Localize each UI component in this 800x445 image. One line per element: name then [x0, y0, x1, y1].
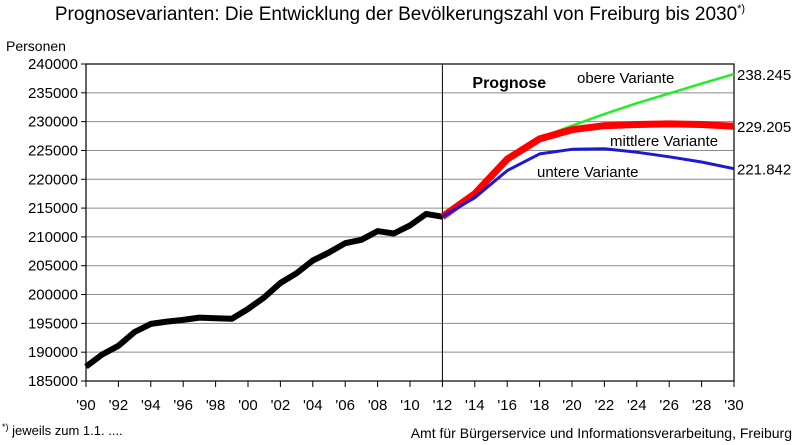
footnote-wrap: *) jeweils zum 1.1. ....: [2, 422, 123, 438]
y-tick-label: 210000: [28, 229, 78, 246]
series-name-middle: mittlere Variante: [610, 133, 718, 150]
x-tick-label: '08: [368, 397, 388, 414]
y-tick-label: 185000: [28, 373, 78, 390]
chart-title-wrap: Prognosevarianten: Die Entwicklung der B…: [0, 3, 800, 26]
plot-frame: [85, 63, 735, 382]
x-tick-label: '90: [76, 397, 96, 414]
chart-title: Prognosevarianten: Die Entwicklung der B…: [54, 4, 738, 25]
series-line-history: [84, 210, 443, 370]
x-tick-label: '28: [692, 397, 712, 414]
y-axis-label: Personen: [6, 38, 66, 54]
x-tick-label: '22: [595, 397, 615, 414]
y-tick-label: 190000: [28, 344, 78, 361]
x-tick-label: '92: [109, 397, 129, 414]
x-tick-label: '24: [627, 397, 647, 414]
x-tick-label: '96: [173, 397, 193, 414]
x-tick-label: '30: [724, 397, 744, 414]
x-tick-label: '10: [400, 397, 420, 414]
y-tick-label: 215000: [28, 200, 78, 217]
y-tick-label: 200000: [28, 287, 78, 304]
y-tick-label: 195000: [28, 315, 78, 332]
x-tick-label: '26: [659, 397, 679, 414]
x-tick-label: '12: [433, 397, 453, 414]
series-name-lower: untere Variante: [537, 164, 638, 181]
source-note: Amt für Bürgerservice und Informationsve…: [410, 425, 792, 441]
x-tick-label: '02: [271, 397, 291, 414]
x-tick-label: '14: [465, 397, 485, 414]
footnote: jeweils zum 1.1. ....: [12, 423, 123, 438]
end-value-upper: 238.245: [737, 67, 791, 84]
end-value-middle: 229.205: [737, 119, 791, 136]
x-tick-label: '98: [206, 397, 226, 414]
series-line-lower: [441, 147, 735, 218]
y-tick-label: 225000: [28, 142, 78, 159]
x-tick-label: '00: [238, 397, 258, 414]
prognose-label: Prognose: [472, 75, 546, 92]
x-tick-label: '16: [497, 397, 517, 414]
x-tick-label: '20: [562, 397, 582, 414]
footnote-marker: *): [2, 422, 9, 432]
end-value-lower: 221.842: [737, 162, 791, 179]
x-tick-label: '04: [303, 397, 323, 414]
series-name-upper: obere Variante: [577, 70, 674, 87]
y-tick-label: 240000: [28, 56, 78, 73]
y-tick-label: 230000: [28, 114, 78, 131]
x-tick-label: '18: [530, 397, 550, 414]
title-footnote-marker: *): [737, 3, 746, 15]
x-tick-label: '06: [335, 397, 355, 414]
y-tick-label: 220000: [28, 171, 78, 188]
y-tick-label: 235000: [28, 85, 78, 102]
series-line-middle: [440, 120, 735, 220]
x-tick-label: '94: [141, 397, 161, 414]
y-tick-label: 205000: [28, 258, 78, 275]
